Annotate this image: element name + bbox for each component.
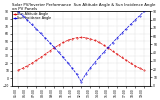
Sun Altitude Angle	[103, 44, 105, 46]
Sun Incidence Angle	[71, 68, 73, 69]
Sun Altitude Angle	[53, 47, 55, 48]
Sun Incidence Angle	[121, 33, 123, 34]
Sun Altitude Angle	[35, 60, 37, 61]
Sun Incidence Angle	[40, 33, 42, 34]
Sun Incidence Angle	[76, 74, 78, 75]
Sun Altitude Angle	[130, 63, 132, 64]
Sun Altitude Angle	[139, 68, 141, 69]
Legend: Sun Altitude Angle, Sun Incidence Angle: Sun Altitude Angle, Sun Incidence Angle	[12, 12, 52, 20]
Sun Altitude Angle	[116, 54, 118, 55]
Sun Altitude Angle	[49, 50, 51, 52]
Sun Incidence Angle	[53, 47, 55, 48]
Sun Altitude Angle	[31, 63, 33, 64]
Line: Sun Incidence Angle: Sun Incidence Angle	[18, 11, 145, 82]
Text: Solar PV/Inverter Performance  Sun Altitude Angle & Sun Incidence Angle on PV Pa: Solar PV/Inverter Performance Sun Altitu…	[12, 3, 155, 11]
Sun Incidence Angle	[125, 28, 127, 29]
Sun Incidence Angle	[139, 15, 141, 16]
Sun Incidence Angle	[94, 62, 96, 63]
Sun Altitude Angle	[125, 60, 127, 61]
Sun Altitude Angle	[94, 40, 96, 41]
Sun Altitude Angle	[107, 47, 109, 48]
Sun Incidence Angle	[116, 37, 118, 39]
Sun Incidence Angle	[26, 19, 28, 21]
Sun Incidence Angle	[103, 52, 105, 53]
Sun Incidence Angle	[22, 15, 24, 16]
Sun Altitude Angle	[22, 68, 24, 69]
Sun Incidence Angle	[98, 57, 100, 58]
Sun Altitude Angle	[76, 37, 78, 38]
Sun Altitude Angle	[44, 54, 46, 55]
Sun Altitude Angle	[143, 70, 145, 71]
Line: Sun Altitude Angle: Sun Altitude Angle	[18, 37, 145, 71]
Sun Altitude Angle	[121, 57, 123, 58]
Sun Incidence Angle	[31, 24, 33, 25]
Sun Incidence Angle	[80, 81, 82, 82]
Sun Altitude Angle	[80, 37, 82, 38]
Sun Incidence Angle	[143, 11, 145, 12]
Sun Incidence Angle	[17, 11, 19, 12]
Sun Altitude Angle	[67, 40, 69, 41]
Sun Incidence Angle	[89, 68, 91, 69]
Sun Altitude Angle	[89, 38, 91, 39]
Sun Incidence Angle	[112, 42, 114, 43]
Sun Incidence Angle	[44, 37, 46, 39]
Sun Incidence Angle	[58, 52, 60, 53]
Sun Incidence Angle	[49, 42, 51, 43]
Sun Altitude Angle	[134, 65, 136, 66]
Sun Altitude Angle	[26, 65, 28, 66]
Sun Altitude Angle	[98, 42, 100, 43]
Sun Altitude Angle	[40, 57, 42, 58]
Sun Incidence Angle	[130, 24, 132, 25]
Sun Altitude Angle	[85, 37, 87, 38]
Sun Altitude Angle	[71, 38, 73, 39]
Sun Incidence Angle	[107, 47, 109, 48]
Sun Altitude Angle	[112, 50, 114, 52]
Sun Incidence Angle	[35, 28, 37, 29]
Sun Incidence Angle	[85, 74, 87, 75]
Sun Altitude Angle	[58, 44, 60, 46]
Sun Altitude Angle	[62, 42, 64, 43]
Sun Incidence Angle	[67, 62, 69, 63]
Sun Incidence Angle	[62, 57, 64, 58]
Sun Incidence Angle	[134, 19, 136, 21]
Sun Altitude Angle	[17, 70, 19, 71]
